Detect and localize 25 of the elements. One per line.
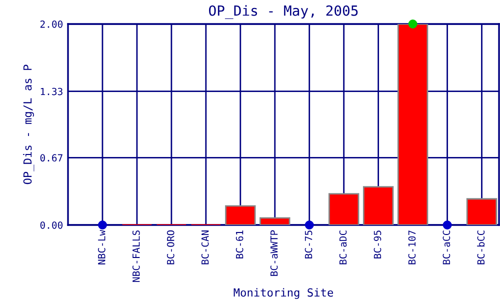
x-tick-label: NBC-Lw xyxy=(98,230,106,264)
y-tick-label: 2.00 xyxy=(40,20,63,28)
y-tick-label: 0.00 xyxy=(40,222,63,229)
bar xyxy=(466,198,498,225)
y-tick-label: 0.67 xyxy=(40,154,62,162)
x-tick-label: BC-95 xyxy=(374,230,382,258)
bar xyxy=(362,186,394,225)
y-tick-label: 1.33 xyxy=(40,88,62,96)
x-axis-title: Monitoring Site xyxy=(234,288,334,299)
x-tick-label: BC-107 xyxy=(408,230,416,264)
chart-title: OP_Dis - May, 2005 xyxy=(209,5,358,19)
x-tick-label: NBC-FALLS xyxy=(132,230,140,282)
x-tick-label: BC-75 xyxy=(304,230,312,258)
bar xyxy=(260,217,290,225)
x-tick-label: BC-61 xyxy=(236,230,244,258)
x-tick-label: BC-aDC xyxy=(339,230,347,264)
bar xyxy=(397,24,428,225)
x-tick-label: BC-aCC xyxy=(442,230,450,264)
bar xyxy=(328,193,360,225)
x-tick-label: BC-aWWTP xyxy=(270,230,278,276)
x-tick-label: BC-bCC xyxy=(477,230,485,264)
bar xyxy=(225,205,256,225)
y-axis-title: OP_Dis - mg/L as P xyxy=(23,64,34,184)
x-tick-label: BC-CAN xyxy=(201,230,209,264)
x-tick-label: BC-ORO xyxy=(166,230,174,264)
